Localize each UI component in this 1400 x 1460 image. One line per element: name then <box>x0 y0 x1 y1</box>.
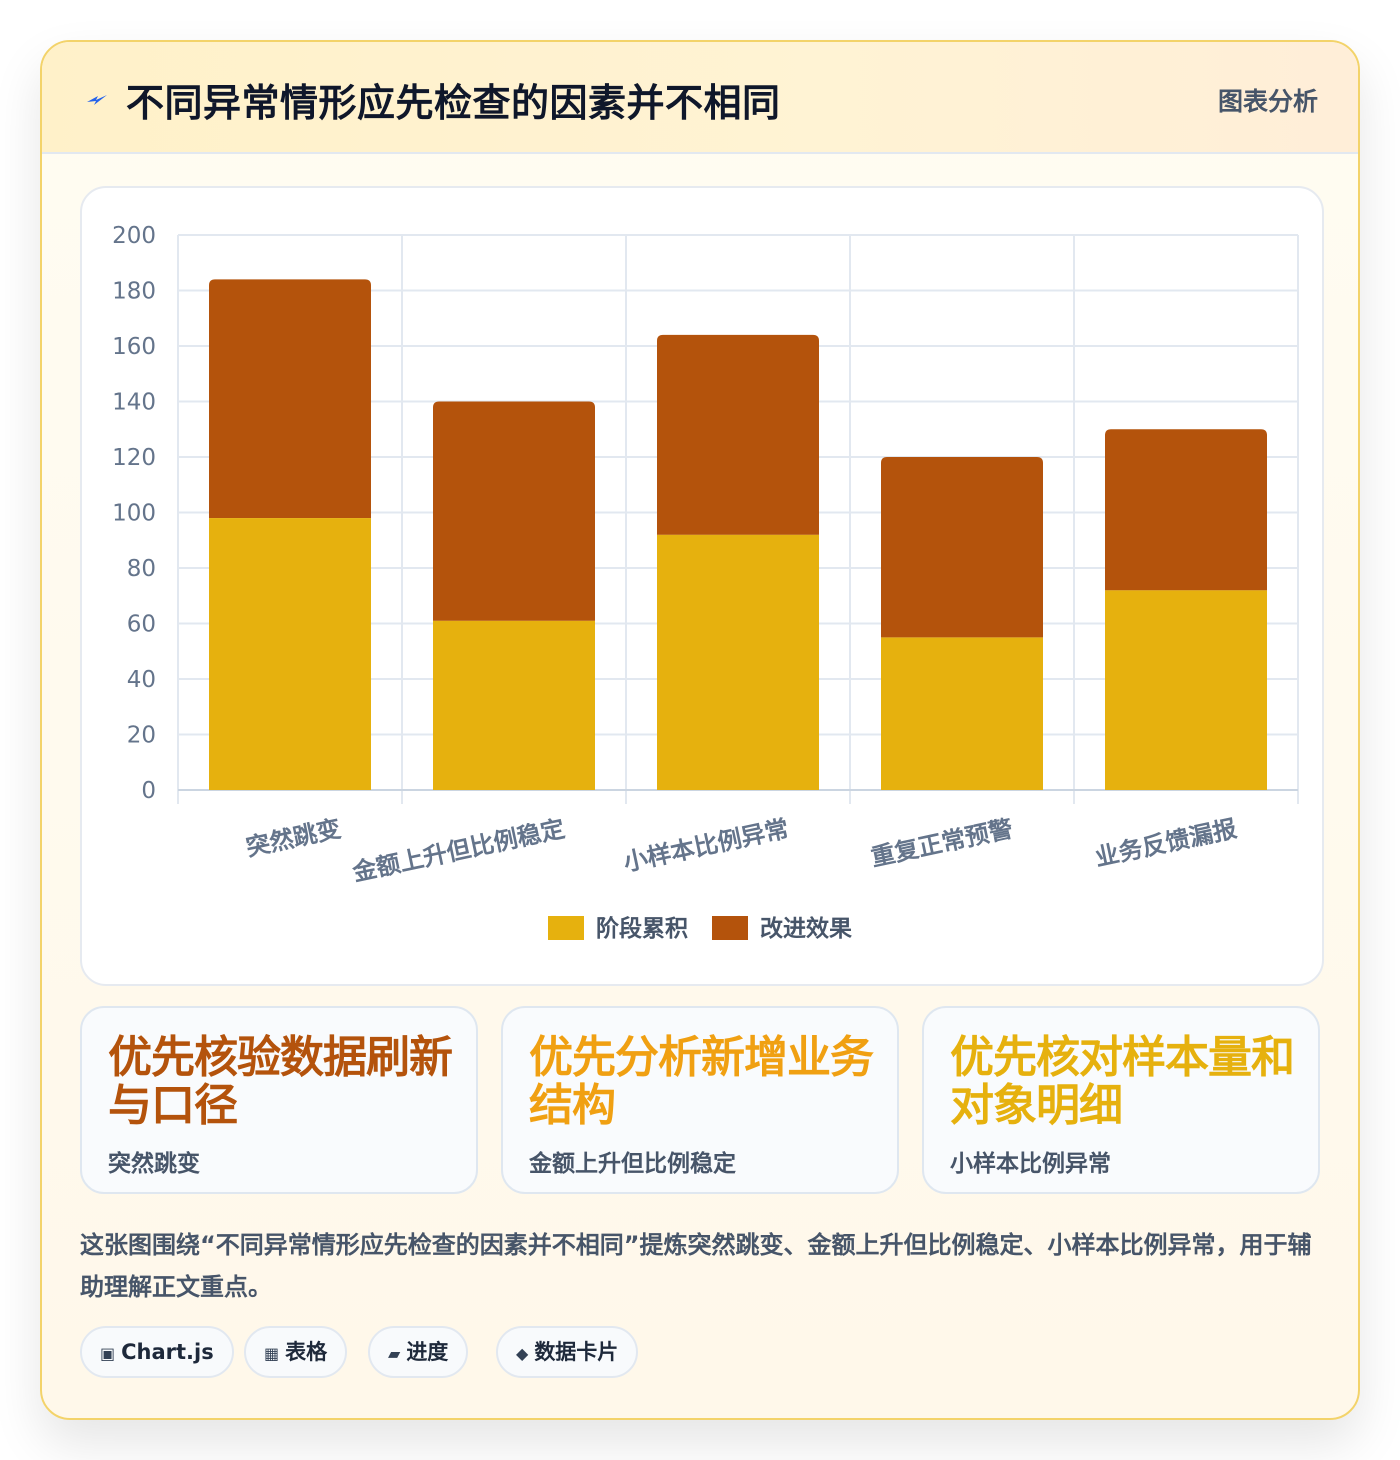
chart-panel: 0 20 40 60 80 100 120 140 160 180 200 突然跳变 金额上升但比例稳定… <box>80 186 1324 986</box>
stat-card-1-value: 优先核验数据刷新与口径 <box>108 1032 453 1131</box>
chip-progress[interactable]: ▰ 进度 <box>368 1326 469 1378</box>
chart-analysis-tag: 图表分析 <box>1217 87 1318 116</box>
chip-progress-label: 进度 <box>406 1340 449 1364</box>
bar-segment <box>881 457 1043 638</box>
y-tick-label: 20 <box>127 723 156 749</box>
legend-swatch <box>548 916 584 940</box>
chip-chartjs[interactable]: ▣ Chart.js <box>80 1326 234 1378</box>
card-header: 不同异常情形应先检查的因素并不相同 图表分析 <box>42 42 1358 154</box>
x-tick-label: 业务反馈漏报 <box>1093 814 1240 871</box>
stat-card-3: 优先核对样本量和对象明细 小样本比例异常 <box>922 1006 1320 1194</box>
stat-card-3-value: 优先核对样本量和对象明细 <box>950 1032 1295 1131</box>
bar-segment <box>433 620 595 790</box>
page-title: 不同异常情形应先检查的因素并不相同 <box>126 81 781 125</box>
stat-card-3-label: 小样本比例异常 <box>950 1151 1111 1177</box>
bar-segment <box>209 279 371 519</box>
bar-segment <box>433 401 595 621</box>
diamond-icon: ◆ <box>516 1344 529 1363</box>
y-tick-label: 0 <box>141 778 156 804</box>
y-tick-label: 120 <box>112 445 156 471</box>
stacked-bar-chart: 0 20 40 60 80 100 120 140 160 180 200 突然跳变 金额上升但比例稳定… <box>112 223 1299 942</box>
y-tick-label: 80 <box>127 556 156 582</box>
legend-label: 改进效果 <box>760 915 852 942</box>
x-tick-label: 突然跳变 <box>244 814 344 861</box>
chart-icon: ▣ <box>100 1344 116 1363</box>
bar-segment <box>209 518 371 790</box>
chip-table-label: 表格 <box>285 1340 328 1364</box>
y-tick-label: 60 <box>127 612 156 638</box>
y-tick-label: 100 <box>112 501 156 527</box>
y-tick-label: 40 <box>127 667 156 693</box>
chip-data-card-label: 数据卡片 <box>534 1340 619 1364</box>
lightning-bolt-icon <box>87 95 107 105</box>
bar-segment <box>1105 590 1267 790</box>
y-tick-label: 140 <box>112 390 156 416</box>
bar-segment <box>1105 429 1267 591</box>
stat-card-1-label: 突然跳变 <box>108 1151 200 1177</box>
table-icon: ▦ <box>264 1344 280 1363</box>
chip-table[interactable]: ▦ 表格 <box>244 1326 348 1378</box>
chip-chartjs-label: Chart.js <box>121 1340 214 1364</box>
stat-card-1: 优先核验数据刷新与口径 突然跳变 <box>80 1006 478 1194</box>
chart-description: 这张图围绕“不同异常情形应先检查的因素并不相同”提炼突然跳变、金额上升但比例稳定… <box>80 1231 1312 1301</box>
stat-card-2: 优先分析新增业务结构 金额上升但比例稳定 <box>501 1006 899 1194</box>
x-tick-label: 金额上升但比例稳定 <box>349 814 567 887</box>
progress-icon: ▰ <box>388 1344 401 1363</box>
legend-swatch <box>712 916 748 940</box>
stat-card-2-value: 优先分析新增业务结构 <box>529 1032 874 1131</box>
bar-segment <box>657 534 819 790</box>
bar-segment <box>881 637 1043 790</box>
bar-segment <box>657 334 819 535</box>
chart-card: 不同异常情形应先检查的因素并不相同 图表分析 0 20 40 60 80 100 120 14… <box>40 40 1360 1420</box>
x-tick-label: 小样本比例异常 <box>621 814 791 876</box>
stat-card-2-label: 金额上升但比例稳定 <box>529 1151 736 1177</box>
x-tick-label: 重复正常预警 <box>869 814 1016 871</box>
legend-label: 阶段累积 <box>596 915 688 942</box>
y-tick-label: 160 <box>112 334 156 360</box>
y-tick-label: 180 <box>112 279 156 305</box>
y-tick-label: 200 <box>112 223 156 249</box>
chip-data-card[interactable]: ◆ 数据卡片 <box>496 1326 639 1378</box>
